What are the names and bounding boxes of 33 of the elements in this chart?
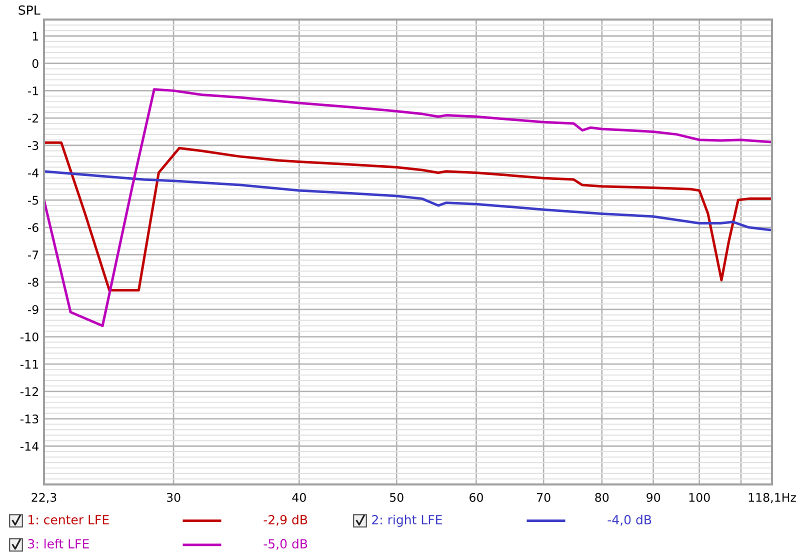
x-tick-label: 100 [689, 492, 710, 502]
x-tick-label: 40 [292, 492, 306, 502]
x-tick-label: 30 [166, 492, 180, 502]
y-tick-label: -4 [28, 168, 38, 178]
y-tick-label: 0 [32, 59, 38, 68]
y-tick-label: -8 [28, 278, 38, 287]
y-tick-label: -3 [28, 141, 38, 150]
y-tick-label: -2 [28, 114, 38, 123]
y-tick-label: -12 [20, 387, 38, 396]
text: 2: right LFE [372, 514, 442, 527]
x-tick-label: 90 [646, 492, 660, 502]
y-tick-label: -10 [20, 332, 38, 342]
x-tick-label: 70 [537, 492, 550, 502]
text: 1: center LFE [28, 515, 109, 524]
text: -2,9 dB [264, 514, 308, 526]
x-tick-label: 22,3 [32, 492, 56, 504]
y-tick-label: -9 [28, 305, 38, 314]
text: -4,0 dB [608, 514, 652, 526]
text: -5,0 dB [264, 538, 308, 550]
y-tick-label: -13 [20, 414, 38, 424]
y-tick-label: -11 [20, 360, 38, 369]
x-tick-label: 118,1Hz [748, 492, 796, 504]
x-tick-label: 80 [595, 492, 609, 502]
y-tick-label: -14 [20, 442, 38, 451]
x-tick-label: 60 [470, 492, 483, 502]
y-tick-label: -5 [28, 196, 38, 205]
y-axis-title: SPL [18, 5, 40, 15]
y-tick-label: -6 [28, 223, 38, 232]
text: 3: left LFE [28, 538, 89, 549]
y-tick-label: -7 [28, 250, 38, 260]
y-tick-label: -1 [28, 86, 38, 96]
x-tick-label: 50 [390, 492, 404, 502]
y-tick-label: 1 [32, 32, 38, 40]
